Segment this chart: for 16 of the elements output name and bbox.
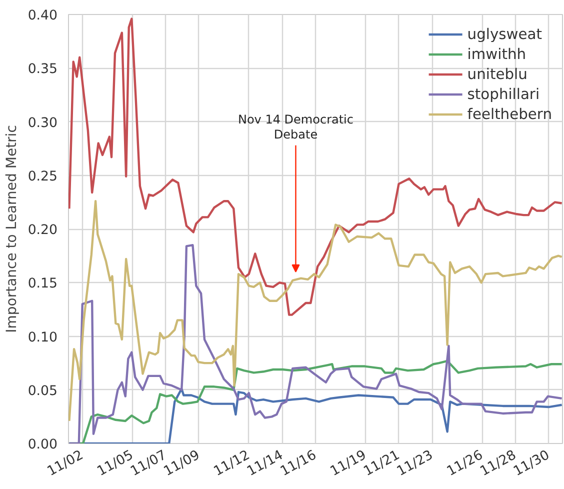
y-tick-label: 0.35 xyxy=(28,62,58,78)
y-tick-label: 0.10 xyxy=(28,330,58,346)
legend-label: uniteblu xyxy=(467,66,528,82)
legend-label: feelthebern xyxy=(467,106,552,122)
y-tick-label: 0.20 xyxy=(28,223,58,238)
y-tick-label: 0.25 xyxy=(28,169,58,184)
y-tick-label: 0.05 xyxy=(28,384,58,399)
y-tick-label: 0.40 xyxy=(28,8,58,24)
y-tick-label: 0.00 xyxy=(28,438,58,452)
legend-label: uglysweat xyxy=(467,26,542,42)
y-tick-label: 0.30 xyxy=(28,116,58,131)
annotation: Nov 14 Democratic Debate xyxy=(238,112,354,142)
legend-label: stophillari xyxy=(467,86,540,102)
y-axis-title: Importance to Learned Metric xyxy=(4,125,20,333)
y-tick-label: 0.15 xyxy=(28,276,58,292)
legend-label: imwithh xyxy=(467,46,526,62)
